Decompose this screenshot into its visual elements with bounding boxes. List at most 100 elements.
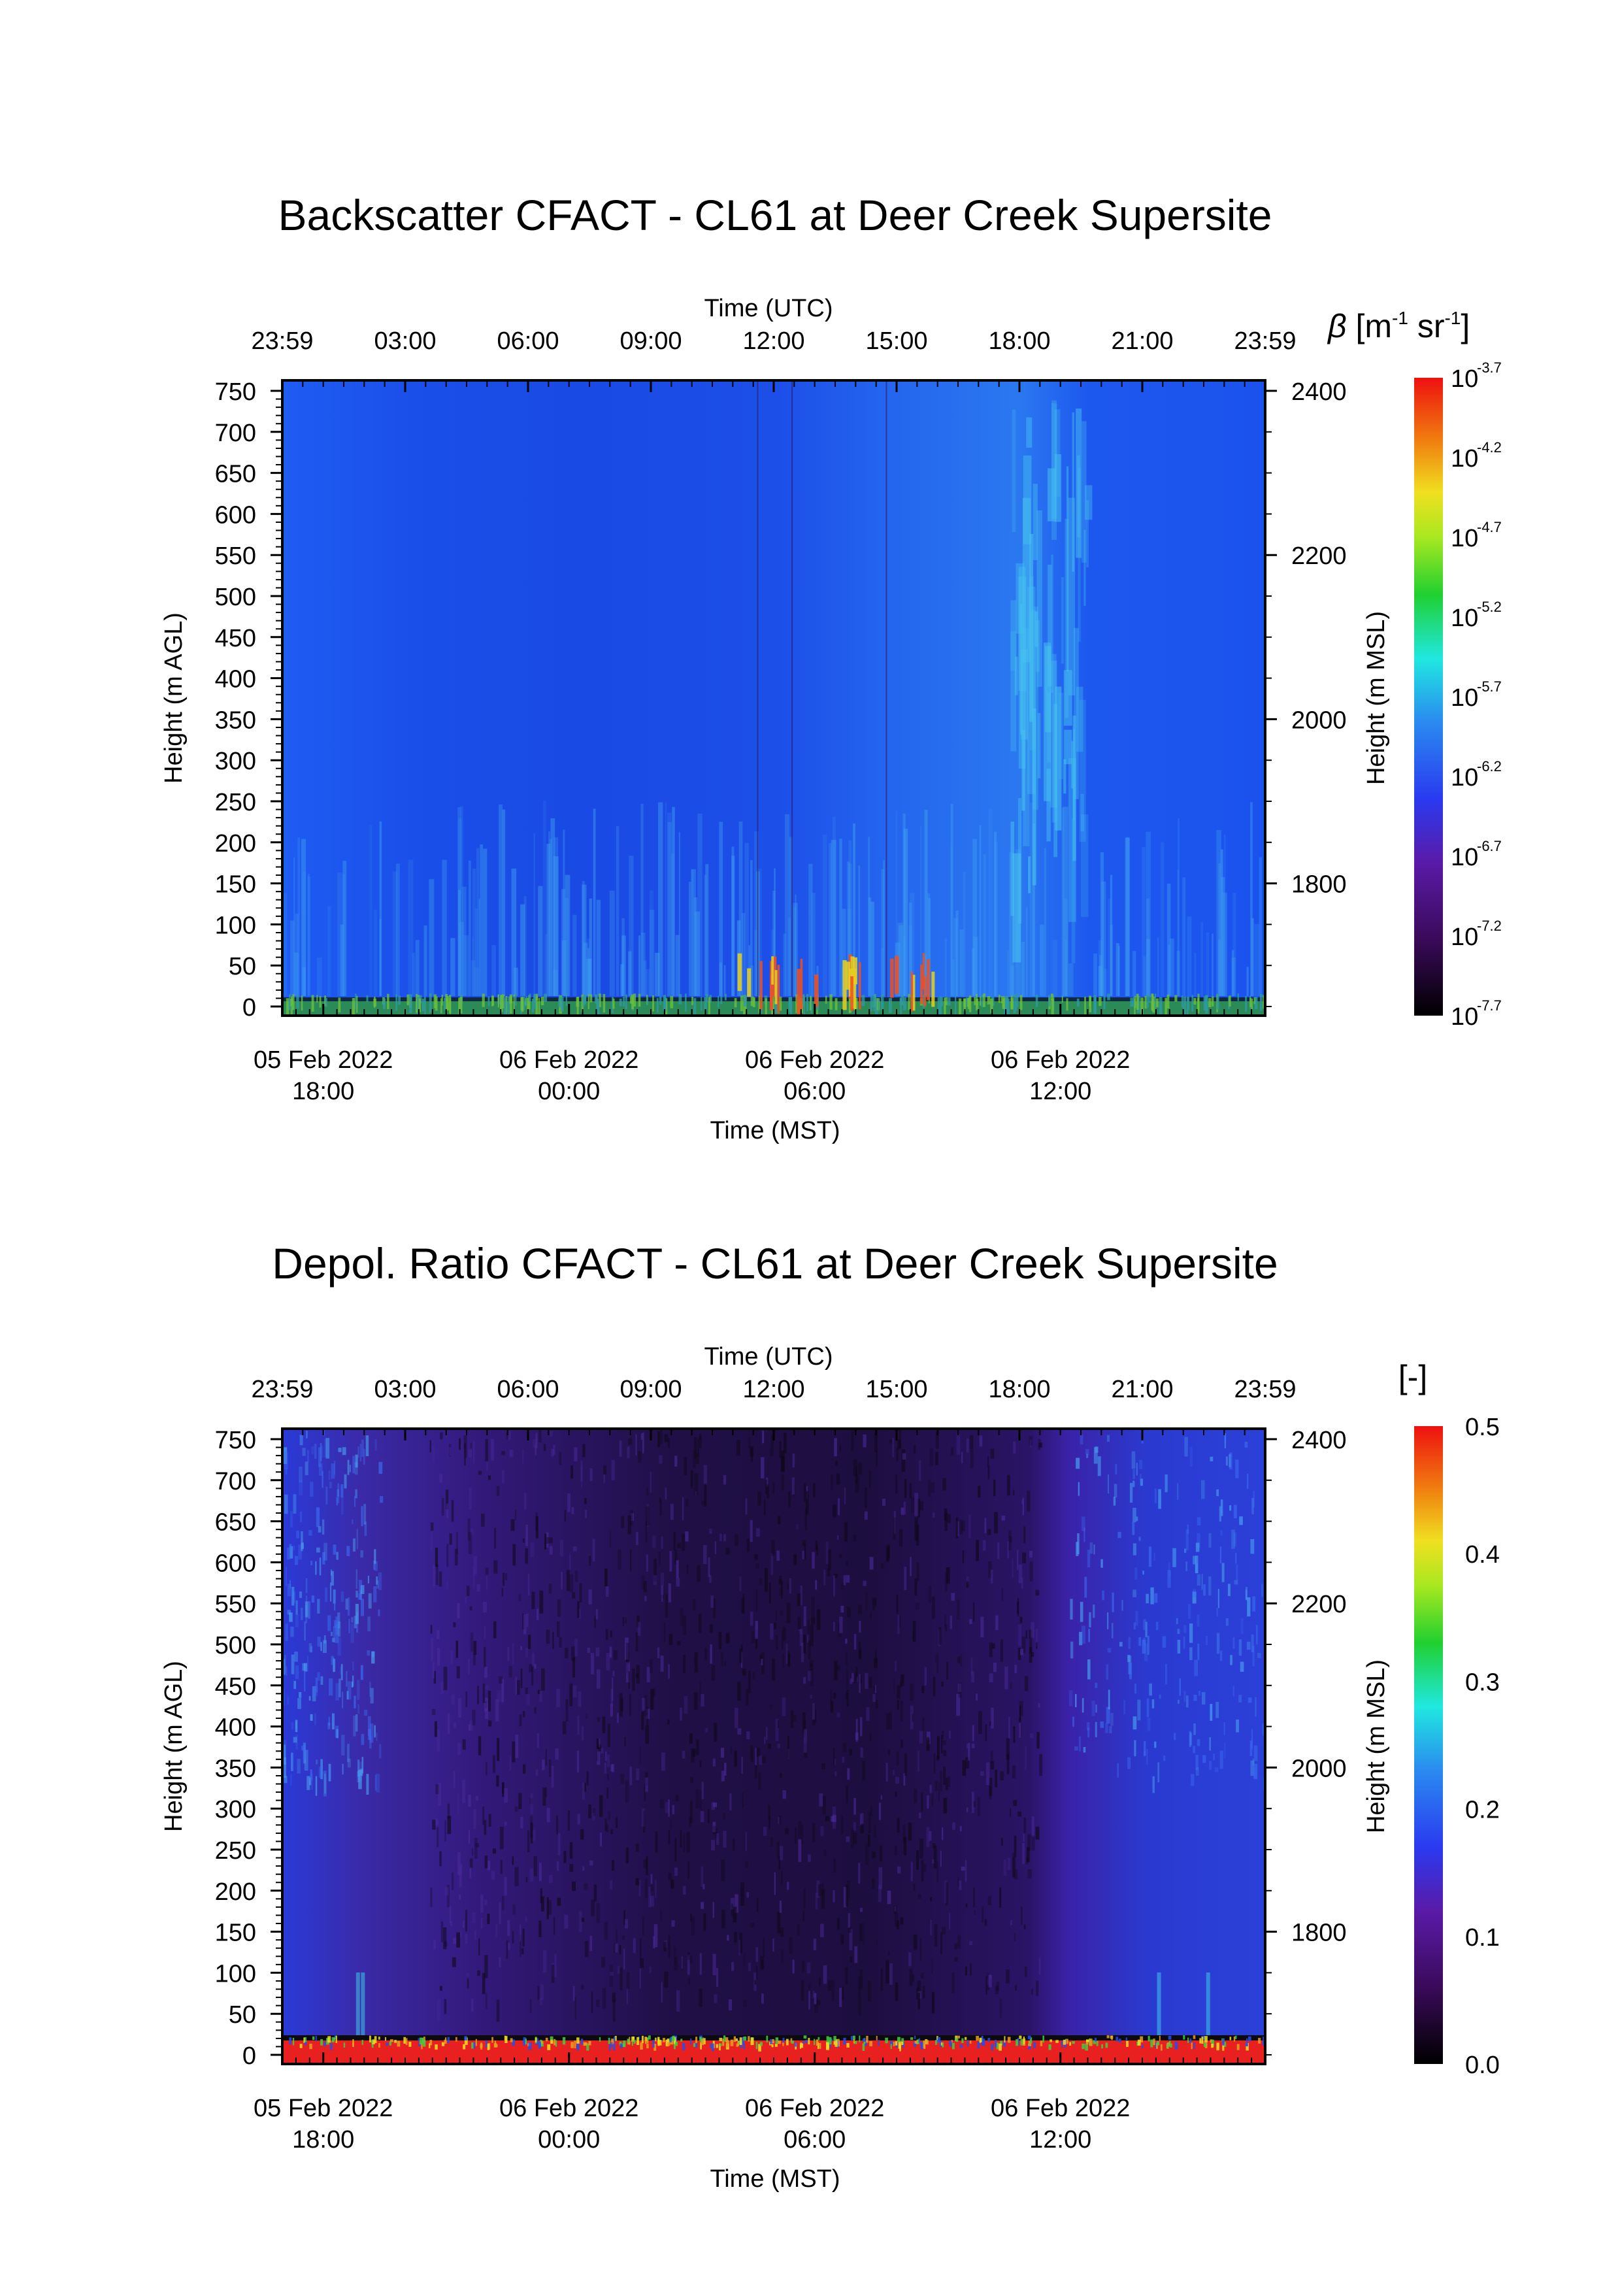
depol-speckle <box>609 1646 612 1658</box>
backscatter-streak <box>1222 892 1227 996</box>
backscatter-streak <box>583 942 588 996</box>
depol-edge-speck <box>1129 1662 1132 1680</box>
surface-speck <box>497 994 499 1008</box>
depol-speckle <box>821 1889 825 1909</box>
depol-edge-speck <box>1210 1456 1214 1461</box>
depol-speckle <box>451 1500 454 1522</box>
backscatter-band <box>1022 497 1031 663</box>
surface-speck <box>584 2042 587 2046</box>
depol-speckle <box>787 1749 789 1759</box>
depol-speckle <box>504 1822 507 1826</box>
depol-speckle <box>932 1842 936 1849</box>
depol-speckle <box>763 1938 765 1957</box>
depol-speckle <box>493 1621 497 1639</box>
depol-speckle <box>609 1529 612 1548</box>
depol-speckle <box>1023 1818 1026 1833</box>
depol-speckle <box>604 1922 608 1940</box>
depol-speckle <box>557 1833 561 1856</box>
depol-speckle <box>1001 1516 1006 1521</box>
surface-edge <box>282 2035 1265 2040</box>
depol-speckle <box>874 1825 876 1838</box>
surface-speck <box>704 997 707 1010</box>
backscatter-streak <box>1125 837 1130 996</box>
depol-edge-speck <box>1076 1457 1080 1469</box>
surface-speck <box>968 995 972 1012</box>
depol-speckle <box>787 1584 789 1589</box>
depol-edge-speck <box>1154 1741 1157 1748</box>
depol-speckle <box>491 1871 495 1880</box>
surface-speck <box>303 2037 305 2043</box>
depol-speckle <box>652 1688 656 1697</box>
depol-edge-speck <box>1227 1584 1231 1597</box>
depol-speckle <box>475 1843 480 1848</box>
depol-speckle <box>553 1444 555 1455</box>
depol-speckle <box>674 1550 678 1564</box>
depol-speckle <box>485 1439 488 1462</box>
surface-speck <box>458 997 461 1014</box>
depol-speckle <box>746 1892 750 1898</box>
surface-speck <box>1229 995 1231 1007</box>
depol-speckle <box>1024 1967 1027 1977</box>
surface-speck <box>942 2042 944 2048</box>
depol-speckle <box>533 1856 537 1877</box>
surface-speck <box>1028 2040 1031 2046</box>
surface-speck <box>662 2038 665 2042</box>
depol-speckle <box>537 1733 539 1748</box>
depol-edge-speck <box>1202 1755 1206 1763</box>
depol-speckle <box>627 1515 632 1535</box>
left-tick-label: 350 <box>215 1755 256 1782</box>
depol-edge-speck <box>361 1439 364 1457</box>
depol-speckle <box>781 1580 783 1599</box>
surface-hotspot <box>772 956 777 997</box>
depol-speckle <box>537 1986 540 2000</box>
depol-speckle <box>710 1644 712 1664</box>
depol-speckle <box>933 1677 936 1697</box>
backscatter-streak <box>880 948 884 996</box>
depol-speckle <box>889 1963 893 1986</box>
depol-speckle <box>587 1647 591 1653</box>
depol-speckle <box>502 1782 504 1797</box>
backscatter-streak <box>1029 803 1034 996</box>
depol-edge-speck <box>1079 1631 1083 1646</box>
depol-speckle <box>733 1906 737 1923</box>
depol-edge-speck <box>1240 1618 1244 1635</box>
depol-speckle <box>660 1910 662 1921</box>
surface-speck <box>1156 2041 1160 2046</box>
surface-speck <box>1224 2042 1227 2047</box>
depol-speckle <box>645 1521 647 1543</box>
depol-speckle <box>857 1976 861 2000</box>
depol-speckle <box>646 1855 648 1876</box>
surface-speck <box>1248 2036 1251 2041</box>
backscatter-band <box>1029 610 1036 750</box>
depol-speckle <box>588 1589 592 1605</box>
surface-speck <box>386 2042 389 2046</box>
surface-speck <box>444 2037 447 2041</box>
backscatter-streak <box>693 897 698 996</box>
depol-speckle <box>966 1576 969 1584</box>
depol-edge-speck <box>308 1601 310 1619</box>
colorbar-label-part: β <box>1327 308 1347 344</box>
surface-speck <box>693 2043 697 2047</box>
colorbar-tick-exp: -7.2 <box>1477 918 1502 934</box>
surface-speck <box>389 2039 393 2042</box>
depol-speckle <box>959 1880 962 1890</box>
surface-speck <box>674 2044 676 2050</box>
depol-speckle <box>495 1923 497 1938</box>
surface-speck <box>901 2041 903 2045</box>
depol-speckle <box>665 1488 667 1500</box>
depol-edge-speck <box>367 1576 369 1584</box>
depol-speckle <box>912 1714 914 1722</box>
depol-speckle <box>474 1838 478 1859</box>
surface-speck <box>848 997 852 1012</box>
surface-speck <box>356 995 358 1013</box>
surface-speck <box>594 994 598 1004</box>
backscatter-streak <box>520 904 525 996</box>
depol-edge-speck <box>1253 1490 1255 1508</box>
backscatter-streak <box>950 804 953 996</box>
backscatter-streak <box>297 837 301 996</box>
depol-speckle <box>522 1929 525 1947</box>
depol-edge-speck <box>302 1448 306 1456</box>
depol-speckle <box>705 1728 708 1733</box>
backscatter-streak <box>719 962 723 996</box>
backscatter-band <box>1029 533 1034 722</box>
